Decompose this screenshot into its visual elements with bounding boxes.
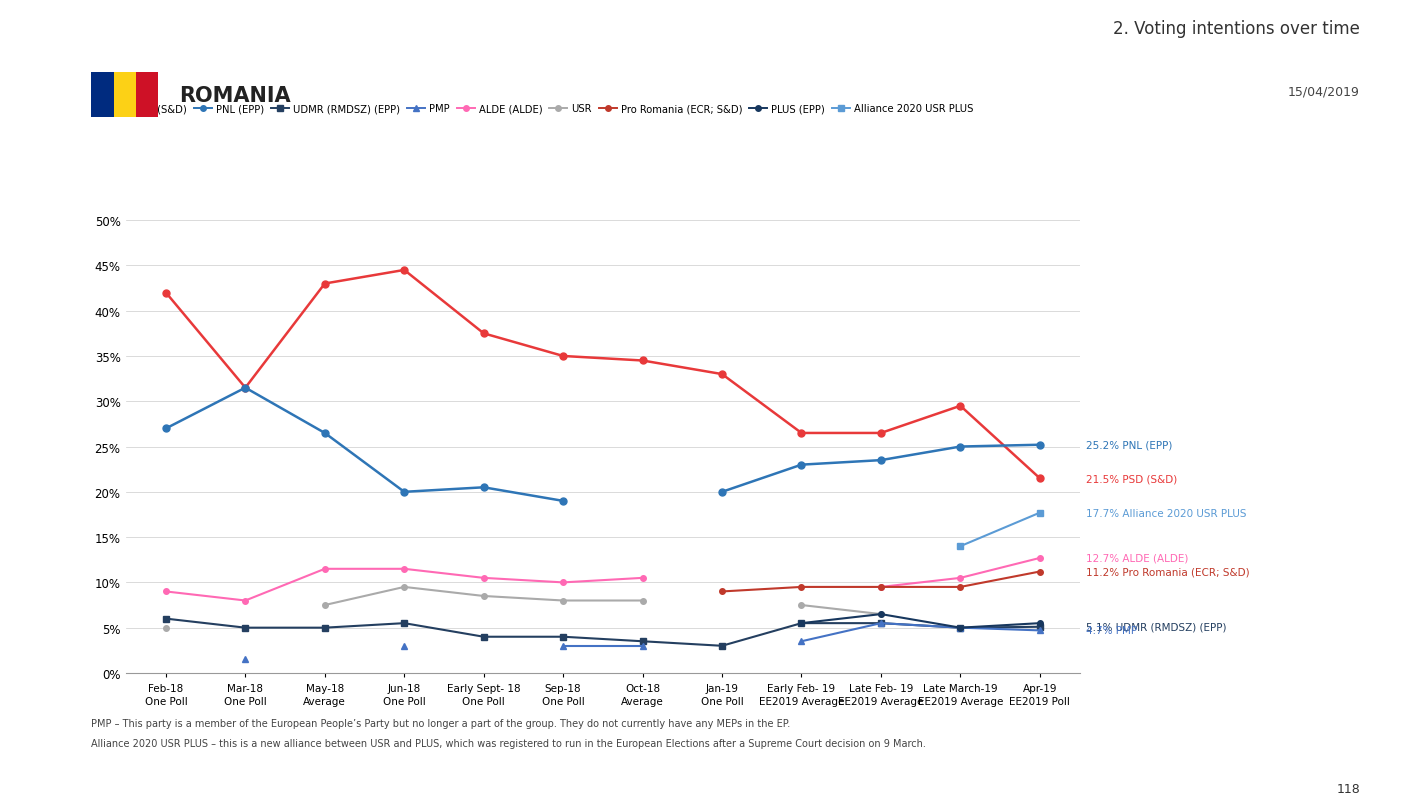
Text: 4.7% PMP: 4.7% PMP bbox=[1087, 625, 1137, 636]
Text: 5.1% UDMR (RMDSZ) (EPP): 5.1% UDMR (RMDSZ) (EPP) bbox=[1087, 622, 1227, 632]
Bar bbox=[136, 73, 158, 118]
Text: 21.5% PSD (S&D): 21.5% PSD (S&D) bbox=[1087, 474, 1178, 483]
Text: 118: 118 bbox=[1336, 782, 1360, 795]
Bar bbox=[91, 73, 114, 118]
Text: 25.2% PNL (EPP): 25.2% PNL (EPP) bbox=[1087, 440, 1173, 450]
Text: 12.7% ALDE (ALDE): 12.7% ALDE (ALDE) bbox=[1087, 553, 1189, 564]
Text: PMP – This party is a member of the European People’s Party but no longer a part: PMP – This party is a member of the Euro… bbox=[91, 718, 791, 727]
Text: ROMANIA: ROMANIA bbox=[179, 86, 292, 105]
Text: 2. Voting intentions over time: 2. Voting intentions over time bbox=[1113, 20, 1360, 38]
Bar bbox=[114, 73, 136, 118]
Text: Alliance 2020 USR PLUS – this is a new alliance between USR and PLUS, which was : Alliance 2020 USR PLUS – this is a new a… bbox=[91, 738, 925, 748]
Legend: PSD (S&D), PNL (EPP), UDMR (RMDSZ) (EPP), PMP, ALDE (ALDE), USR, Pro Romania (EC: PSD (S&D), PNL (EPP), UDMR (RMDSZ) (EPP)… bbox=[112, 105, 973, 114]
Text: 17.7% Alliance 2020 USR PLUS: 17.7% Alliance 2020 USR PLUS bbox=[1087, 508, 1246, 518]
Text: 15/04/2019: 15/04/2019 bbox=[1288, 85, 1360, 98]
Text: 11.2% Pro Romania (ECR; S&D): 11.2% Pro Romania (ECR; S&D) bbox=[1087, 567, 1251, 577]
